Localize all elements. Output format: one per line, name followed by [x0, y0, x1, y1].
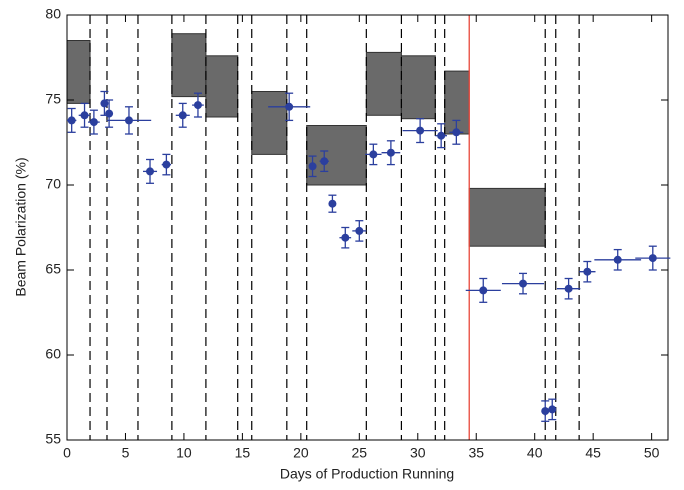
uncertainty-band: [171, 33, 207, 98]
data-point: [341, 233, 350, 242]
y-tick-label: 55: [45, 431, 61, 447]
data-point: [583, 267, 592, 276]
data-point: [124, 116, 133, 125]
y-tick-label: 65: [45, 261, 61, 277]
data-point: [452, 128, 461, 137]
data-point: [369, 150, 378, 159]
y-tick-label: 80: [45, 6, 61, 22]
data-point: [285, 102, 294, 111]
data-point: [355, 226, 364, 235]
data-point: [648, 254, 657, 263]
x-tick-label: 15: [235, 445, 251, 461]
data-point: [328, 199, 337, 208]
x-tick-label: 40: [527, 445, 543, 461]
uncertainty-band: [468, 187, 546, 247]
uncertainty-band: [66, 40, 91, 104]
x-axis-title: Days of Production Running: [280, 466, 454, 482]
y-tick-label: 75: [45, 91, 61, 107]
data-point: [320, 157, 329, 166]
data-point: [67, 116, 76, 125]
uncertainty-band: [251, 91, 288, 155]
data-point: [613, 255, 622, 264]
x-tick-label: 20: [293, 445, 309, 461]
uncertainty-band: [400, 55, 436, 120]
x-tick-label: 50: [644, 445, 660, 461]
x-tick-label: 25: [352, 445, 368, 461]
x-tick-label: 0: [63, 445, 71, 461]
data-point: [100, 99, 109, 108]
data-point: [80, 111, 89, 120]
data-point: [178, 111, 187, 120]
data-point: [89, 118, 98, 127]
x-tick-label: 35: [468, 445, 484, 461]
y-axis-title: Beam Polarization (%): [13, 157, 29, 296]
uncertainty-band: [365, 51, 402, 116]
x-tick-label: 45: [585, 445, 601, 461]
plot-frame: [66, 14, 669, 441]
data-point: [193, 101, 202, 110]
data-point: [564, 284, 573, 293]
data-point: [541, 407, 550, 416]
data-point: [519, 279, 528, 288]
data-point: [479, 286, 488, 295]
data-point: [162, 160, 171, 169]
data-point: [386, 148, 395, 157]
data-point: [548, 405, 557, 414]
uncertainty-band: [205, 55, 239, 118]
data-point: [416, 126, 425, 135]
data-point: [146, 167, 155, 176]
x-tick-label: 30: [410, 445, 426, 461]
uncertainty-band: [306, 125, 367, 186]
y-tick-label: 60: [45, 346, 61, 362]
data-point: [308, 162, 317, 171]
x-tick-label: 10: [176, 445, 192, 461]
x-tick-label: 5: [122, 445, 130, 461]
data-point: [437, 131, 446, 140]
y-tick-label: 70: [45, 176, 61, 192]
data-point: [105, 109, 114, 118]
